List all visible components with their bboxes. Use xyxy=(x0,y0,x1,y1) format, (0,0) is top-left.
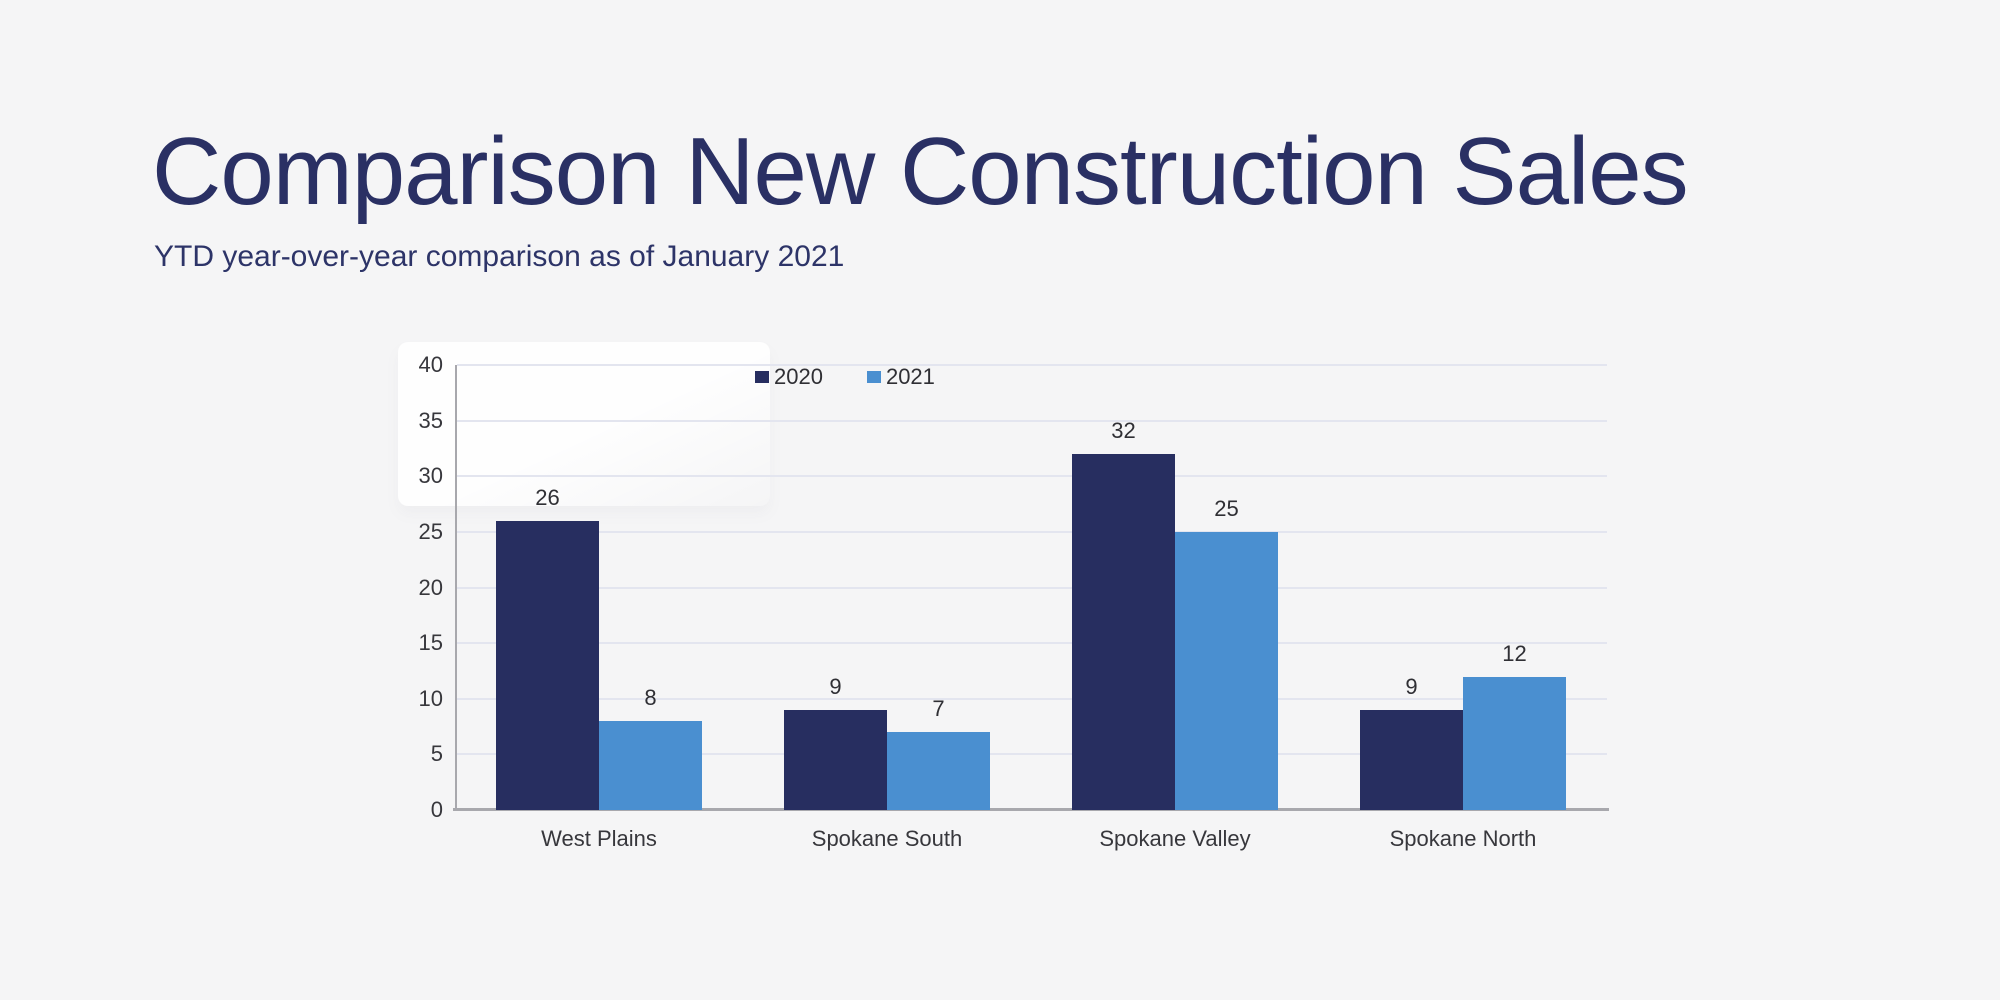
bar-2020-spokane-south xyxy=(784,709,887,810)
legend-swatch-2020 xyxy=(755,371,769,383)
bar-2021-west-plains xyxy=(599,721,702,810)
gridline-20 xyxy=(457,586,1607,589)
legend-label-2020: 2020 xyxy=(774,364,823,389)
chart-legend: 2020 2021 xyxy=(755,366,935,388)
x-category-label: Spokane North xyxy=(1389,826,1537,851)
bar-2021-spokane-north xyxy=(1463,676,1566,810)
y-tick-label-10: 10 xyxy=(418,685,443,711)
y-axis-line xyxy=(455,365,457,810)
gridline-30 xyxy=(457,475,1607,478)
gridline-25 xyxy=(457,530,1607,533)
gridline-10 xyxy=(457,697,1607,700)
x-category-label: Spokane Valley xyxy=(1099,826,1251,851)
legend-label-2021: 2021 xyxy=(885,364,935,389)
x-category-label: West Plains xyxy=(541,826,657,851)
gridline-15 xyxy=(457,642,1607,645)
bar-value-2020-spokane-valley: 32 xyxy=(1111,418,1136,443)
y-tick-label-35: 35 xyxy=(418,407,443,433)
y-tick-label-15: 15 xyxy=(418,630,443,656)
bar-value-2021-spokane-valley: 25 xyxy=(1214,495,1239,521)
y-tick-label-40: 40 xyxy=(418,352,443,377)
highlight-card-artifact xyxy=(398,342,770,506)
gridline-35 xyxy=(457,419,1607,422)
bar-2020-west-plains xyxy=(496,520,599,810)
bar-value-2021-spokane-north: 12 xyxy=(1502,640,1527,666)
x-axis-line xyxy=(453,808,1609,811)
legend-swatch-2021 xyxy=(866,371,881,383)
bar-2020-spokane-valley xyxy=(1072,454,1175,810)
y-tick-label-0: 0 xyxy=(430,797,443,822)
y-tick-label-5: 5 xyxy=(430,741,443,767)
bar-2020-spokane-north xyxy=(1360,709,1463,810)
gridline-5 xyxy=(457,753,1607,756)
bar-2021-spokane-south xyxy=(887,732,990,810)
page-subtitle: YTD year-over-year comparison as of Janu… xyxy=(154,240,845,273)
bar-value-2020-spokane-north: 9 xyxy=(1405,673,1418,699)
gridline-40 xyxy=(457,364,1607,366)
page-title: Comparison New Construction Sales xyxy=(152,118,1689,225)
bar-value-2020-west-plains: 26 xyxy=(535,484,560,510)
y-tick-label-25: 25 xyxy=(418,518,443,544)
bar-value-2020-spokane-south: 9 xyxy=(829,673,842,699)
legend-item-2020: 2020 xyxy=(755,366,823,388)
y-tick-label-30: 30 xyxy=(418,463,443,489)
bar-value-2021-west-plains: 8 xyxy=(644,685,657,710)
legend-item-2021: 2021 xyxy=(866,364,935,389)
y-tick-label-20: 20 xyxy=(418,574,443,600)
x-category-label: Spokane South xyxy=(811,826,963,851)
bar-2021-spokane-valley xyxy=(1175,531,1278,810)
bar-value-2021-spokane-south: 7 xyxy=(932,696,945,722)
